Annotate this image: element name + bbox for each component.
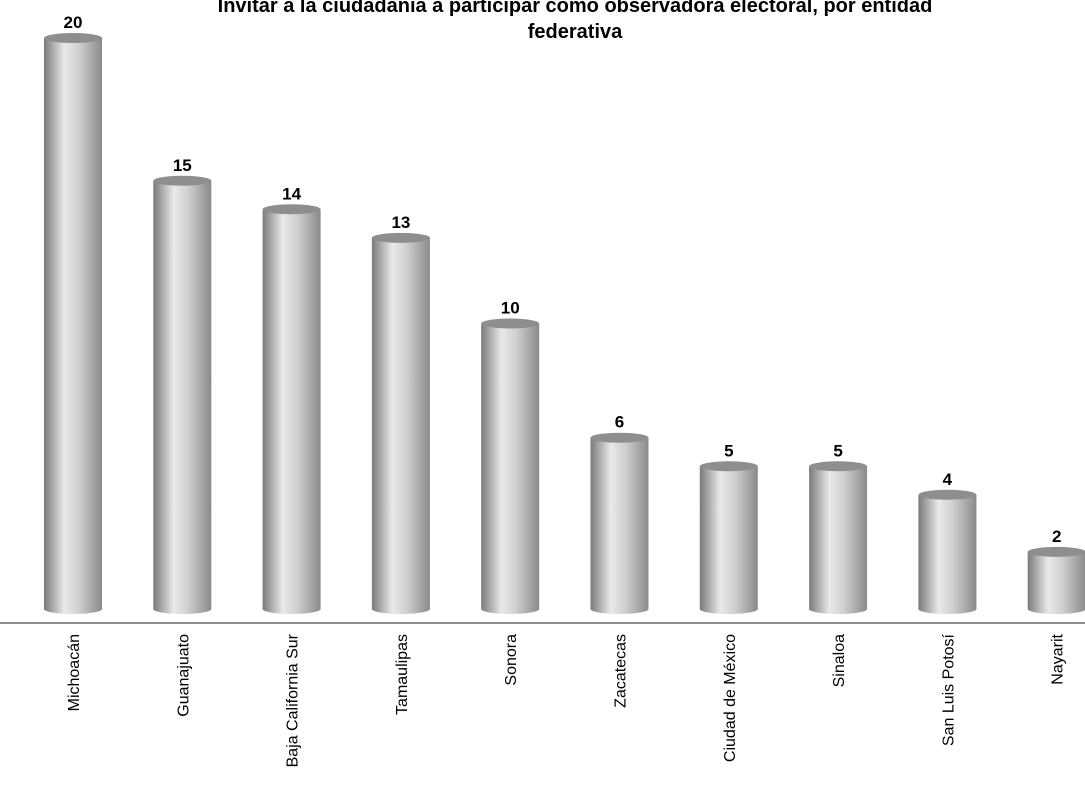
data-label: 14 bbox=[282, 184, 301, 203]
x-tick-label: Nayarit bbox=[1050, 633, 1067, 684]
x-tick-label: Sinaloa bbox=[831, 634, 848, 687]
bar-top-cap bbox=[262, 204, 321, 215]
data-label: 5 bbox=[833, 441, 842, 460]
x-tick-label: Ciudad de México bbox=[722, 634, 739, 762]
bar bbox=[1027, 546, 1085, 614]
bar bbox=[809, 461, 868, 614]
x-tick-label: Zacatecas bbox=[613, 634, 630, 708]
bar bbox=[481, 318, 540, 614]
data-label: 15 bbox=[173, 156, 192, 175]
bar-body bbox=[153, 180, 212, 614]
bar-body bbox=[809, 466, 868, 614]
data-label: 6 bbox=[615, 413, 624, 432]
bar-body bbox=[44, 38, 102, 614]
bar-top-cap bbox=[590, 432, 649, 443]
x-tick-label: Michoacán bbox=[66, 634, 83, 711]
chart-title-line-1: Invitar a la ciudadanía a participar com… bbox=[218, 0, 933, 17]
bar bbox=[153, 175, 212, 614]
ticks-layer: Michoacán Guanajuato Baja California Sur Ta… bbox=[66, 633, 1067, 767]
data-label: 5 bbox=[724, 441, 733, 460]
data-label: 10 bbox=[501, 299, 520, 318]
bar-top-cap bbox=[44, 33, 102, 43]
bar-top-cap bbox=[371, 232, 430, 243]
bar-body bbox=[699, 466, 758, 614]
data-label: 20 bbox=[64, 13, 83, 32]
x-tick-label: Baja California Sur bbox=[285, 633, 302, 767]
data-label: 2 bbox=[1052, 527, 1061, 546]
data-label: 13 bbox=[391, 213, 410, 232]
x-tick-label: Tamaulipas bbox=[394, 634, 411, 715]
chart-title-line-2: federativa bbox=[528, 21, 623, 43]
bar-body bbox=[918, 494, 977, 614]
bar bbox=[918, 489, 977, 614]
bar bbox=[590, 432, 649, 614]
x-tick-label: Sonora bbox=[503, 634, 520, 686]
labels-layer: 20 15 14 13 10 6 5 5 4 2 bbox=[64, 13, 1062, 546]
bar bbox=[699, 461, 758, 614]
bar-top-cap bbox=[153, 175, 212, 186]
bar-top-cap bbox=[481, 318, 540, 329]
bar-body bbox=[371, 237, 430, 614]
bar-body bbox=[262, 209, 321, 615]
bars-layer bbox=[44, 33, 1085, 615]
bar-body bbox=[481, 323, 540, 614]
bar-top-cap bbox=[699, 461, 758, 472]
data-label: 4 bbox=[943, 470, 953, 489]
bar-top-cap bbox=[809, 461, 868, 472]
bar-body bbox=[590, 437, 649, 614]
bar bbox=[371, 232, 430, 614]
x-tick-label: Guanajuato bbox=[175, 634, 192, 717]
bar-top-cap bbox=[918, 489, 977, 500]
bar bbox=[262, 204, 321, 615]
bar-body bbox=[1027, 551, 1085, 614]
bar-top-cap bbox=[1027, 546, 1085, 557]
bar bbox=[44, 33, 102, 614]
x-tick-label: San Luis Potosí bbox=[940, 633, 957, 746]
